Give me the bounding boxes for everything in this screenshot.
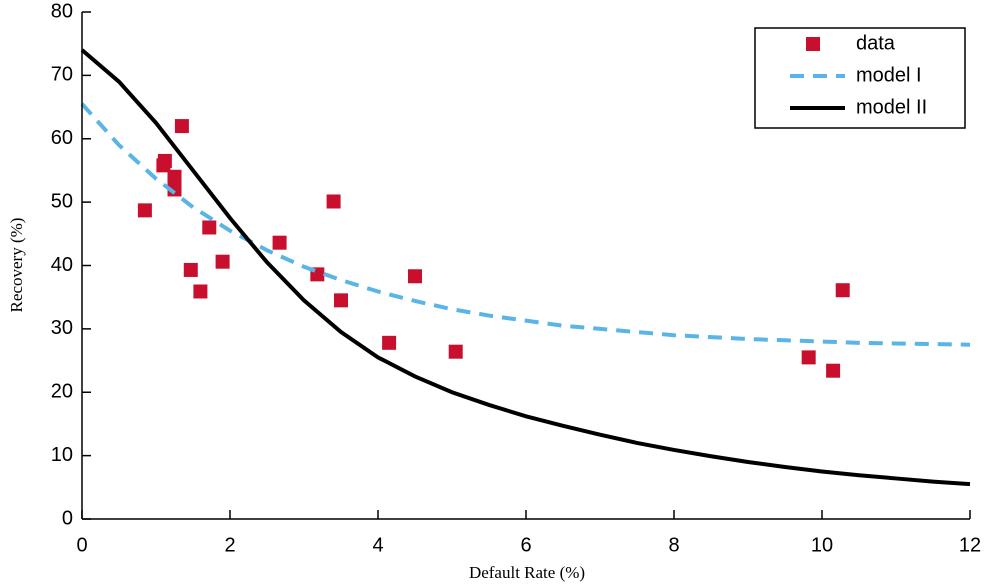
point — [835, 283, 850, 298]
point — [137, 203, 152, 218]
point — [167, 169, 182, 184]
legend-label: model I — [856, 64, 922, 86]
y-tick-label: 80 — [51, 0, 73, 22]
point — [326, 194, 341, 209]
y-tick-label: 20 — [51, 381, 73, 403]
legend-label: data — [856, 32, 896, 54]
y-tick-label: 0 — [62, 507, 73, 529]
line — [80, 48, 971, 487]
point — [334, 293, 348, 308]
x-axis-label: Default Rate (%) — [469, 563, 585, 582]
line — [80, 102, 971, 347]
point — [826, 363, 841, 378]
y-tick-label: 70 — [51, 64, 73, 86]
y-tick-label: 50 — [51, 190, 73, 212]
point — [157, 153, 172, 168]
point — [448, 344, 463, 359]
point — [382, 335, 397, 350]
point — [215, 254, 230, 269]
y-tick-label: 40 — [51, 254, 73, 276]
x-tick-label: 0 — [76, 534, 87, 556]
y-tick-label: 60 — [51, 127, 73, 149]
x-tick-label: 4 — [372, 534, 383, 556]
y-tick-label: 30 — [51, 317, 73, 339]
point — [193, 284, 208, 299]
point — [174, 119, 189, 134]
x-tick-label: 6 — [520, 534, 531, 556]
legend-swatch — [806, 37, 820, 51]
y-axis-label: Recovery (%) — [7, 218, 26, 313]
x-tick-label: 10 — [811, 534, 833, 556]
point — [167, 182, 182, 197]
point — [272, 235, 287, 250]
x-tick-label: 8 — [668, 534, 679, 556]
x-tick-label: 12 — [959, 534, 981, 556]
legend-label: model II — [856, 96, 927, 118]
y-tick-label: 10 — [51, 444, 73, 466]
point — [801, 350, 816, 365]
x-tick-label: 2 — [224, 534, 235, 556]
point — [183, 262, 198, 277]
point — [408, 269, 422, 284]
point — [202, 220, 217, 235]
